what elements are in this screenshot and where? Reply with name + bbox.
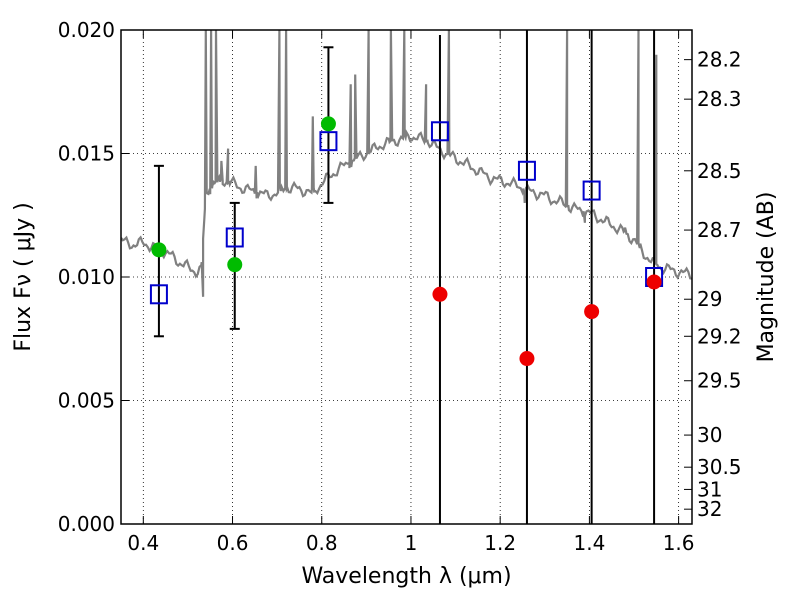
spectrum-line: [121, 30, 692, 297]
x-tick-label: 1.4: [573, 531, 605, 555]
model-point: [149, 284, 168, 305]
upper-limit-point: [584, 304, 600, 320]
x-axis-label: Wavelength λ (μm): [301, 564, 511, 589]
detection-point: [320, 116, 336, 132]
model-boxes: [149, 121, 664, 305]
x-tick-label: 0.6: [217, 531, 249, 555]
upper-limit-point: [432, 286, 448, 302]
y-tick-label: 0.005: [58, 389, 115, 413]
y2-tick-label: 31: [697, 477, 722, 501]
y-tick-label: 0.010: [58, 265, 115, 289]
y2-tick-label: 32: [697, 497, 722, 521]
y2-tick-label: 29.5: [697, 369, 742, 393]
model-spectrum: [121, 30, 692, 297]
y2-tick-label: 30.5: [697, 455, 742, 479]
y-tick-label: 0.000: [58, 512, 115, 536]
y2-tick-label: 29: [697, 287, 722, 311]
y2-tick-label: 30: [697, 423, 722, 447]
x-axis: 0.4 0.6 0.8 1 1.2 1.4 1.6: [127, 30, 695, 555]
y-axis: 0.000 0.005 0.010 0.015 0.020: [58, 18, 129, 536]
model-point: [582, 180, 601, 201]
x-tick-label: 1.6: [663, 531, 695, 555]
model-point: [430, 121, 449, 142]
y-tick-label: 0.020: [58, 18, 115, 42]
model-point: [319, 131, 338, 152]
upper-limit-point: [646, 274, 662, 290]
detection-point: [151, 242, 167, 258]
y-tick-label: 0.015: [58, 142, 115, 166]
y2-tick-label: 28.5: [697, 159, 742, 183]
y-axis-label: Flux Fν ( μJy ): [11, 202, 36, 351]
data-points: [151, 116, 662, 367]
model-point: [517, 160, 536, 181]
y2-tick-label: 28.7: [697, 218, 742, 242]
detection-point: [227, 257, 243, 273]
x-tick-label: 1.2: [484, 531, 516, 555]
y2-axis-label: Magnitude (AB): [754, 192, 779, 363]
x-tick-label: 1: [405, 531, 418, 555]
y2-tick-label: 28.2: [697, 48, 742, 72]
y2-tick-label: 28.3: [697, 87, 742, 111]
x-tick-label: 0.4: [127, 531, 159, 555]
upper-limit-point: [519, 351, 535, 367]
model-point: [225, 227, 244, 248]
y2-tick-label: 29.2: [697, 324, 742, 348]
x-tick-label: 0.8: [306, 531, 338, 555]
